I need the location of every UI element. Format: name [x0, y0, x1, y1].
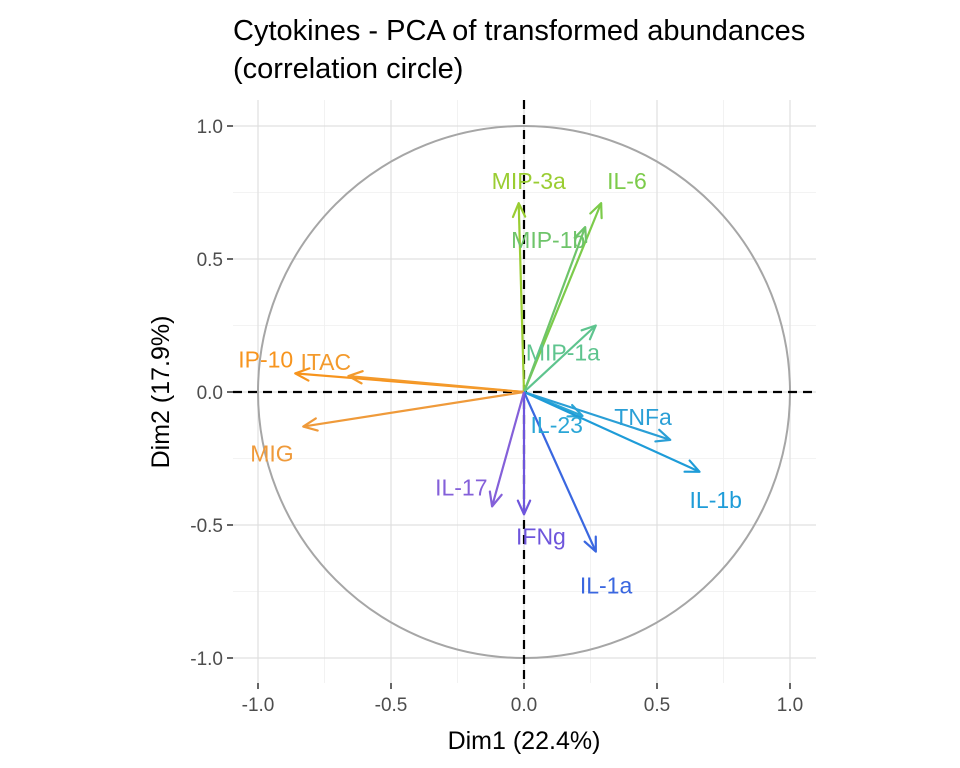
variable-arrow-itac	[348, 374, 525, 394]
variable-arrow-il-6	[522, 202, 603, 393]
x-tick-label: -1.0	[242, 695, 275, 716]
variable-arrowhead-il-1b	[683, 459, 701, 473]
variable-arrowhead-il-6	[589, 202, 603, 220]
variable-label-il-1a: IL-1a	[580, 573, 633, 599]
variable-arrow-il-17	[491, 391, 526, 507]
variable-arrow-mip-1b	[522, 226, 587, 393]
chart-title: Cytokines - PCA of transformed abundance…	[233, 15, 805, 47]
y-tick-label: 0.5	[197, 250, 223, 271]
variable-arrowhead-mip-3a	[511, 202, 527, 219]
variable-arrowhead-ip-10	[294, 367, 311, 382]
variable-arrowhead-tnfa	[654, 428, 672, 443]
y-tick-label: 0.0	[197, 383, 223, 404]
x-tick-label: -0.5	[375, 695, 408, 716]
variable-label-il-6: IL-6	[607, 168, 647, 194]
y-tick-label: 1.0	[197, 117, 223, 138]
variable-arrowhead-mip-1a	[580, 324, 597, 341]
x-tick-label: 0.5	[644, 695, 670, 716]
variable-label-il-23: IL-23	[531, 412, 583, 438]
variable-arrowhead-mip-1b	[573, 225, 588, 244]
x-tick-label: 0.0	[511, 695, 537, 716]
variable-arrow-mip-1a	[523, 324, 597, 393]
variable-label-mip-1a: MIP-1a	[526, 340, 600, 366]
variable-arrowhead-itac	[347, 370, 364, 385]
y-tick-label: -1.0	[190, 649, 223, 670]
variable-arrowhead-il-17	[488, 490, 503, 508]
variable-arrow-tnfa	[523, 390, 671, 441]
y-tick-label: -0.5	[190, 516, 223, 537]
variable-arrow-mig	[303, 390, 525, 428]
variable-label-mig: MIG	[250, 441, 293, 467]
variable-label-tnfa: TNFa	[614, 404, 672, 430]
variable-label-ifng: IFNg	[516, 523, 566, 549]
variable-label-il-1b: IL-1b	[690, 487, 742, 513]
x-tick-label: 1.0	[777, 695, 803, 716]
variable-arrowhead-il-1a	[583, 535, 597, 553]
variable-label-il-17: IL-17	[435, 474, 487, 500]
variable-arrowhead-ifng	[516, 499, 532, 516]
variable-label-itac: ITAC	[300, 349, 351, 375]
variable-arrow-il-1b	[523, 390, 701, 473]
variable-arrowhead-mig	[302, 417, 319, 432]
x-axis-title: Dim1 (22.4%)	[448, 727, 601, 755]
variable-label-ip-10: IP-10	[238, 346, 293, 372]
variable-label-mip-3a: MIP-3a	[492, 168, 566, 194]
variable-arrow-il-1a	[522, 391, 597, 553]
plot-area: -1.0 -0.5 0.0 0.5 1.0 1.0 0.5 0.0 -0.5 -1.0 MIP-3a…	[190, 100, 816, 716]
variable-label-mip-1b: MIP-1b	[511, 227, 585, 253]
chart-subtitle: (correlation circle)	[233, 53, 463, 85]
variable-arrow-mip-3a	[517, 203, 526, 393]
y-axis-title: Dim2 (17.9%)	[147, 316, 175, 469]
